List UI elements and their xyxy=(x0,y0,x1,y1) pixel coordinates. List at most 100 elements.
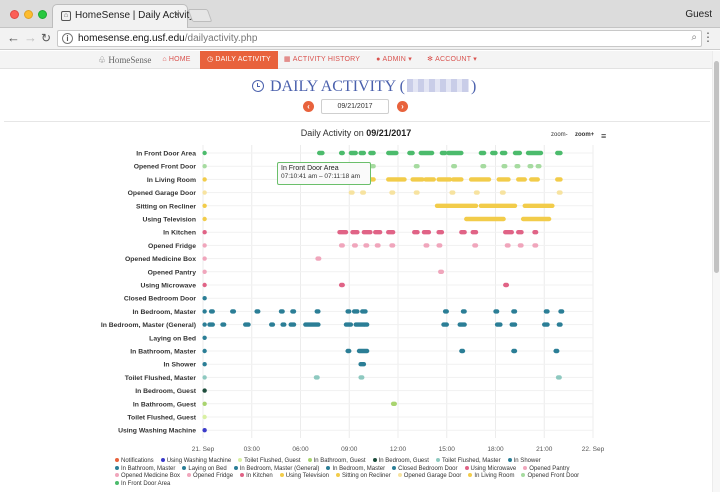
minimize-window-button[interactable] xyxy=(24,10,33,19)
forward-arrow-icon[interactable]: → xyxy=(24,30,37,45)
x-tick-label: 03:00 xyxy=(244,446,261,453)
info-icon[interactable]: i xyxy=(62,33,73,44)
event-mark xyxy=(389,243,396,248)
legend-item[interactable]: Opened Medicine Box xyxy=(115,473,180,481)
legend-item[interactable]: Opened Front Door xyxy=(521,473,579,481)
event-mark xyxy=(555,375,562,380)
legend-item[interactable]: In Shower xyxy=(507,458,541,466)
event-mark xyxy=(558,309,565,314)
new-tab-button[interactable] xyxy=(187,9,213,22)
scrollbar-thumb[interactable] xyxy=(714,61,719,273)
event-mark xyxy=(512,150,523,156)
legend-item[interactable]: Closed Bedroom Door xyxy=(392,465,458,474)
close-window-button[interactable] xyxy=(10,10,19,19)
legend-item[interactable]: In Bathroom, Guest xyxy=(307,458,366,466)
x-tick-label: 18:00 xyxy=(487,446,504,453)
date-input[interactable] xyxy=(321,99,389,114)
legend-item[interactable]: In Front Door Area xyxy=(115,480,170,489)
site-navbar: ♧ HomeSense ⌂ HOME ◷ DAILY ACTIVITY ▦ ACTIV… xyxy=(0,51,712,69)
event-mark xyxy=(202,230,207,235)
maximize-window-button[interactable] xyxy=(38,10,47,19)
legend-item[interactable]: Using Washing Machine xyxy=(160,458,232,466)
legend-item[interactable]: In Bedroom, Guest xyxy=(372,458,429,466)
event-mark xyxy=(208,309,215,314)
legend-item[interactable]: Toilet Flushed, Master xyxy=(435,458,501,466)
event-mark xyxy=(543,309,550,314)
profile-name[interactable]: Guest xyxy=(685,9,712,20)
legend-swatch xyxy=(507,458,512,462)
event-mark xyxy=(449,190,456,195)
tooltip-time: 07:10:41 am – 07:11:18 am xyxy=(281,173,361,180)
tooltip-title: In Front Door Area xyxy=(281,165,339,172)
event-mark xyxy=(436,177,453,182)
event-mark xyxy=(202,243,207,248)
nav-account[interactable]: ✻ ACCOUNT ▾ xyxy=(427,56,477,63)
legend-item[interactable]: Toilet Flushed, Guest xyxy=(238,458,301,466)
next-day-button[interactable]: › xyxy=(397,101,408,112)
nav-activity-history[interactable]: ▦ ACTIVITY HISTORY xyxy=(283,56,361,63)
row-label: Laying on Bed xyxy=(149,335,196,342)
event-mark xyxy=(243,322,251,327)
event-mark xyxy=(535,164,542,169)
home-icon: ⌂ xyxy=(162,56,167,63)
x-tick-label: 21. Sep xyxy=(192,446,215,453)
nav-daily-activity[interactable]: ◷ DAILY ACTIVITY xyxy=(200,51,278,69)
browser-menu-icon[interactable]: ⋮ xyxy=(702,30,714,44)
legend-item[interactable]: In Bedroom, Master xyxy=(326,465,385,474)
legend-label: In Kitchen xyxy=(246,473,273,479)
legend-item[interactable]: Opened Pantry xyxy=(523,465,570,474)
event-mark xyxy=(278,309,285,314)
legend-item[interactable]: In Bathroom, Master xyxy=(115,465,175,474)
row-label: In Bedroom, Guest xyxy=(135,388,197,395)
browser-tab[interactable]: ⌂ HomeSense | Daily Activity × xyxy=(52,4,194,28)
back-arrow-icon[interactable]: ← xyxy=(7,30,20,45)
legend-swatch xyxy=(115,480,119,485)
zoom-out-button[interactable]: zoom- xyxy=(551,132,568,138)
clock-icon: ◷ xyxy=(207,56,214,63)
event-mark xyxy=(343,322,354,327)
event-mark xyxy=(202,348,207,354)
legend-label: In Shower xyxy=(513,458,541,464)
legend-item[interactable]: Laying on Bed xyxy=(182,465,227,474)
legend-item[interactable]: In Kitchen xyxy=(240,473,273,481)
reload-icon[interactable]: ↻ xyxy=(41,31,52,45)
address-bar[interactable]: i homesense.eng.usf.edu/dailyactivity.ph… xyxy=(57,30,702,47)
nav-home[interactable]: ⌂ HOME xyxy=(162,56,191,63)
legend-item[interactable]: Opened Fridge xyxy=(187,473,233,481)
legend-item[interactable]: In Bedroom, Master (General) xyxy=(233,465,319,474)
chart-menu-icon[interactable]: ≡ xyxy=(601,131,607,141)
event-mark xyxy=(386,150,399,156)
url-text[interactable]: homesense.eng.usf.edu/dailyactivity.php xyxy=(78,33,258,44)
legend-label: Using Washing Machine xyxy=(166,458,232,464)
brand-logo[interactable]: ♧ HomeSense xyxy=(98,55,152,65)
event-mark xyxy=(202,190,207,195)
favicon-icon: ⌂ xyxy=(61,11,71,21)
legend-swatch xyxy=(435,458,440,462)
event-mark xyxy=(556,190,563,195)
previous-day-button[interactable]: ‹ xyxy=(303,101,314,112)
legend-item[interactable]: Opened Garage Door xyxy=(397,473,461,481)
event-mark xyxy=(202,177,207,182)
event-mark xyxy=(446,150,464,156)
legend-item[interactable]: Using Television xyxy=(279,473,329,481)
tab-close-icon[interactable]: × xyxy=(173,9,180,21)
event-mark xyxy=(441,322,449,327)
row-label: In Bathroom, Master xyxy=(130,349,196,356)
event-mark xyxy=(386,230,396,235)
legend-item[interactable]: Notifications xyxy=(115,458,154,466)
legend-item[interactable]: In Living Room xyxy=(468,473,514,481)
search-icon[interactable]: ⌕ xyxy=(691,32,697,43)
legend-item[interactable]: Using Microwave xyxy=(464,465,516,474)
page-scrollbar[interactable] xyxy=(712,51,720,492)
event-mark xyxy=(542,322,550,327)
event-mark xyxy=(493,309,500,314)
legend-item[interactable]: Sitting on Recliner xyxy=(336,473,391,481)
nav-admin[interactable]: ● ADMIN ▾ xyxy=(376,56,412,63)
event-mark xyxy=(438,269,445,274)
event-mark xyxy=(362,322,370,327)
event-mark xyxy=(338,243,345,248)
legend-swatch xyxy=(238,458,243,462)
event-mark xyxy=(338,150,345,156)
zoom-in-button[interactable]: zoom+ xyxy=(575,132,595,138)
event-mark xyxy=(555,177,563,182)
